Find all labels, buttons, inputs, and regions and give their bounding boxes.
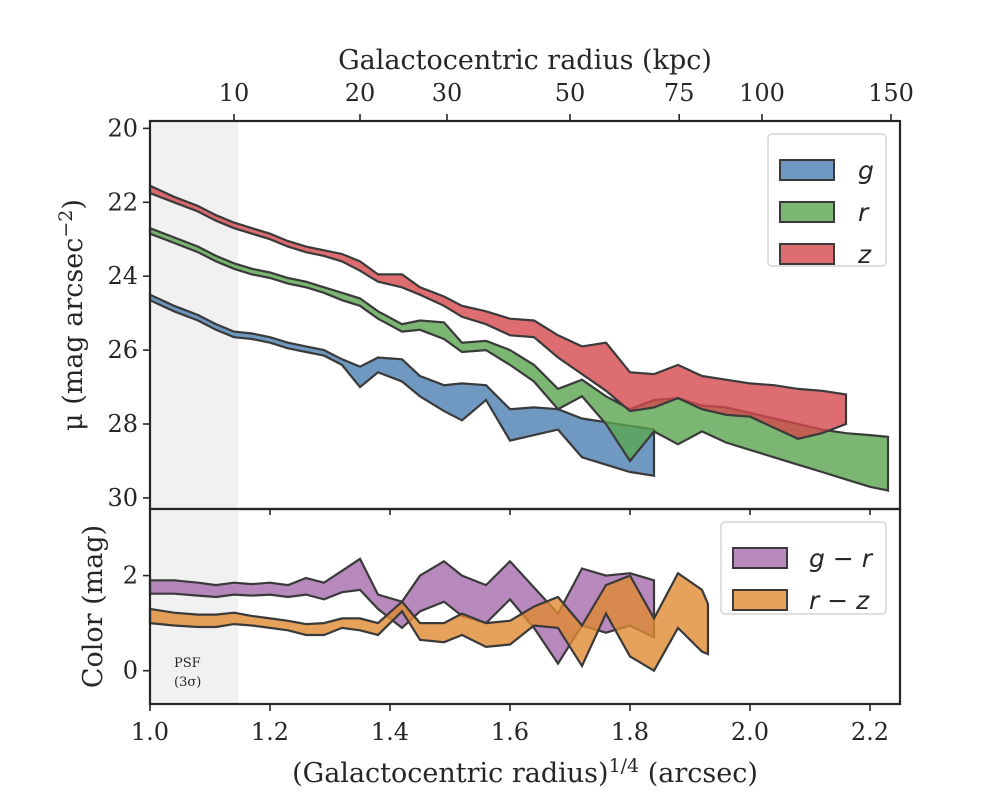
- legend-label: g − r: [809, 544, 874, 573]
- y-axis-ticks: 20 22 24 26 28 30: [107, 114, 150, 512]
- y-tick-label: 28: [107, 410, 138, 438]
- top-tick-label: 10: [219, 79, 250, 107]
- x-tick-label: 1.2: [251, 718, 289, 746]
- legend-swatch-z: [779, 243, 835, 265]
- legend-label: g: [858, 156, 874, 185]
- series-band-z: [148, 183, 848, 440]
- legend-label: z: [857, 240, 872, 269]
- top-tick-label: 30: [432, 79, 463, 107]
- legend: g − rr − z: [720, 521, 887, 615]
- color-axis-label: Color (mag): [78, 525, 109, 688]
- x-tick-label: 1.6: [491, 718, 529, 746]
- legend-label-b: z: [855, 586, 870, 615]
- x-axis-label-unit: (arcsec): [639, 758, 758, 789]
- y-tick-label: 2: [123, 562, 138, 590]
- x-tick-label: 2.2: [851, 718, 889, 746]
- x-tick-label: 1.0: [131, 718, 169, 746]
- y-tick-label: 22: [107, 188, 138, 216]
- legend-swatch-r−z: [732, 589, 788, 611]
- top-tick-label: 100: [739, 79, 785, 107]
- legend-label-b: r: [862, 544, 874, 573]
- x-tick-label: 2.0: [731, 718, 769, 746]
- y-axis-label-main: μ (mag arcsec: [58, 238, 89, 431]
- x-tick-label: 1.8: [611, 718, 649, 746]
- top-x-axis-ticks: 10 20 30 50 75 100 150: [219, 79, 914, 121]
- psf-label: PSF: [174, 656, 201, 671]
- x-axis-label: (Galactocentric radius)1/4 (arcsec): [292, 755, 758, 789]
- legend-swatch-g−r: [732, 547, 788, 569]
- y-tick-label: 0: [123, 657, 138, 685]
- y-tick-label: 26: [107, 336, 138, 364]
- color-panel-frame: [148, 507, 902, 706]
- y-axis-label-exponent: −2: [55, 210, 77, 238]
- psf-sigma-label: (3σ): [174, 675, 201, 690]
- x-axis-label-exponent: 1/4: [609, 755, 640, 777]
- legend-swatch-g: [779, 159, 835, 181]
- legend-label-a: g: [809, 544, 825, 573]
- y-tick-label: 30: [107, 484, 138, 512]
- x-axis-ticks: 1.0 1.2 1.4 1.6 1.8 2.0 2.2: [131, 704, 889, 746]
- psf-shaded-region: [150, 509, 239, 704]
- top-tick-label: 75: [664, 79, 695, 107]
- color-series: [148, 557, 710, 673]
- top-tick-label: 150: [868, 79, 914, 107]
- x-tick-label: 1.4: [371, 718, 409, 746]
- top-x-axis-label: Galactocentric radius (kpc): [338, 45, 712, 76]
- legend-label-a: r: [809, 586, 821, 615]
- legend-label-op: −: [825, 544, 862, 573]
- legend-label: r: [858, 198, 870, 227]
- top-tick-label: 20: [345, 79, 376, 107]
- y-axis-label: μ (mag arcsec−2): [55, 199, 89, 431]
- x-axis-label-main: (Galactocentric radius): [292, 758, 608, 789]
- series-band-r: [148, 226, 890, 492]
- y-axis-label-close: ): [58, 199, 89, 210]
- series-band-g: [148, 292, 656, 477]
- surface-brightness-panel: 20 22 24 26 28 30 10 20 30 50 75 100 150 μ (mag arc…: [55, 45, 914, 515]
- legend: grz: [767, 133, 887, 269]
- top-tick-label: 50: [555, 79, 586, 107]
- legend-label-op: −: [819, 586, 856, 615]
- y-axis-ticks: 02: [123, 562, 150, 685]
- color-panel: 02 1.0 1.2 1.4 1.6 1.8 2.0 2.2 PSF (3σ) Color …: [78, 507, 902, 789]
- y-tick-label: 20: [107, 114, 138, 142]
- y-tick-label: 24: [107, 262, 138, 290]
- series-band-r−z: [148, 571, 710, 673]
- legend-swatch-r: [779, 201, 835, 223]
- legend-label: r − z: [809, 586, 870, 615]
- surface-brightness-series: [148, 183, 890, 492]
